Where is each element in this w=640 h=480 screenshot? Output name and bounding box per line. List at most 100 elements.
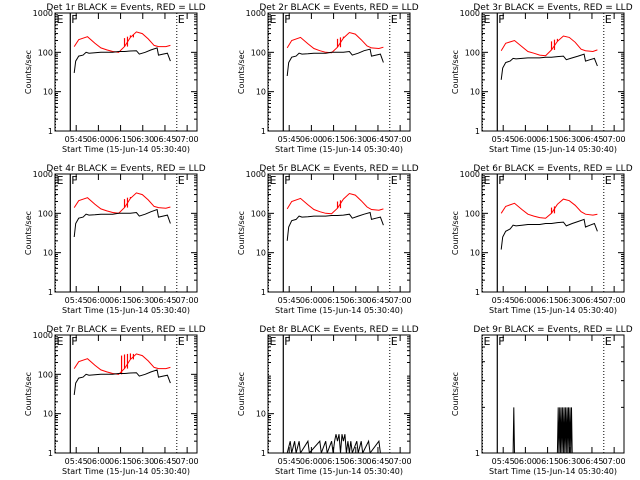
panel-title: Det 4r BLACK = Events, RED = LLD [46,164,205,174]
events-series [512,407,573,453]
panel-det-4: Det 4r BLACK = Events, RED = LLD 1 10 100 10… [24,164,206,315]
flag-label: E [56,174,63,187]
x-tick-label: 06:45 [580,135,603,144]
y-tick-label: 1000 [246,170,266,179]
x-tick-label: 06:45 [366,296,389,305]
lld-series [500,198,598,219]
flag-label: E [391,13,398,26]
lld-series [73,353,171,375]
y-tick-label: 1 [261,127,266,136]
y-tick-label: 1000 [460,9,480,18]
plot-frame [54,334,198,454]
lld-series [73,192,171,214]
lld-series [73,31,171,53]
plot-frame [267,173,411,293]
x-tick-label: 06:15 [536,296,559,305]
x-tick-label: 07:00 [176,296,199,305]
panel-title: Det 2r BLACK = Events, RED = LLD [259,3,418,13]
x-tick-label: 07:00 [389,296,412,305]
flag-label: E [483,174,490,187]
x-tick-label: 06:30 [131,296,154,305]
y-tick-label: 1 [475,449,480,458]
y-axis-label: Counts/sec [451,50,460,94]
x-tick-label: 06:00 [87,135,110,144]
flag-label: E [269,335,276,348]
y-tick-label: 1000 [460,170,480,179]
panel-title: Det 6r BLACK = Events, RED = LLD [473,164,632,174]
x-axis-label: Start Time (15-Jun-14 05:30:40) [489,306,617,315]
x-axis-label: Start Time (15-Jun-14 05:30:40) [275,306,403,315]
x-tick-label: 06:45 [580,296,603,305]
x-tick-label: 06:00 [300,296,323,305]
x-tick-label: 07:00 [389,457,412,466]
y-tick-label: 10 [256,410,266,419]
y-tick-label: 100 [38,370,53,379]
x-tick-label: 06:00 [514,457,537,466]
y-tick-label: 1000 [246,9,266,18]
x-tick-label: 06:15 [322,296,345,305]
y-axis-label: Counts/sec [237,50,246,94]
panel-title: Det 9r BLACK = Events, RED = LLD [473,325,632,335]
plot-frame [267,334,411,454]
x-tick-label: 05:45 [278,457,301,466]
x-axis-label: Start Time (15-Jun-14 05:30:40) [62,467,190,476]
flag-label: F [498,13,504,26]
plot-frame [481,12,625,132]
flag-label: E [605,13,612,26]
x-tick-label: 06:30 [131,135,154,144]
lld-series [500,35,598,57]
y-tick-label: 10 [43,88,53,97]
y-tick-label: 10 [256,249,266,258]
x-tick-label: 06:15 [322,457,345,466]
flag-label: F [71,335,77,348]
events-series [73,47,171,73]
x-tick-label: 06:00 [87,457,110,466]
flag-label: F [284,174,290,187]
plot-frame [481,173,625,293]
flag-label: F [71,174,77,187]
panel-title: Det 7r BLACK = Events, RED = LLD [46,325,205,335]
y-tick-label: 100 [38,209,53,218]
events-series [500,218,598,250]
panel-det-6: Det 6r BLACK = Events, RED = LLD 1 10 100 10… [451,164,633,315]
flag-label: E [56,13,63,26]
flag-label: E [483,335,490,348]
x-tick-label: 06:30 [131,457,154,466]
plot-frame [481,334,625,454]
x-tick-label: 06:45 [366,135,389,144]
flag-label: E [178,13,185,26]
y-tick-label: 10 [43,249,53,258]
panel-det-7: Det 7r BLACK = Events, RED = LLD 1 10 100 10… [24,325,206,476]
events-series [286,48,384,77]
panel-title: Det 1r BLACK = Events, RED = LLD [46,3,205,13]
flag-label: F [498,174,504,187]
x-tick-label: 06:00 [300,457,323,466]
x-tick-label: 06:00 [514,135,537,144]
y-tick-label: 1 [475,288,480,297]
panel-det-5: Det 5r BLACK = Events, RED = LLD 1 10 100 10… [237,164,419,315]
y-axis-label: Counts/sec [237,211,246,255]
x-tick-label: 06:15 [109,296,132,305]
flag-label: F [498,335,504,348]
panel-det-1: Det 1r BLACK = Events, RED = LLD 1 10 100 10… [24,3,206,154]
panel-title: Det 8r BLACK = Events, RED = LLD [259,325,418,335]
x-tick-label: 07:00 [176,457,199,466]
y-tick-label: 1000 [33,170,53,179]
panel-det-3: Det 3r BLACK = Events, RED = LLD 1 10 100 10… [451,3,633,154]
x-tick-label: 05:45 [492,135,515,144]
lld-series [286,192,384,215]
y-axis-label: Counts/sec [24,372,33,416]
x-axis-label: Start Time (15-Jun-14 05:30:40) [62,306,190,315]
x-tick-label: 06:30 [558,135,581,144]
y-tick-label: 100 [465,48,480,57]
flag-label: E [56,335,63,348]
x-tick-label: 06:00 [300,135,323,144]
x-axis-label: Start Time (15-Jun-14 05:30:40) [489,467,617,476]
y-tick-label: 1 [261,288,266,297]
y-tick-label: 1 [48,127,53,136]
x-tick-label: 06:15 [536,457,559,466]
x-tick-label: 06:00 [514,296,537,305]
events-series [286,211,384,241]
x-tick-label: 06:45 [580,457,603,466]
